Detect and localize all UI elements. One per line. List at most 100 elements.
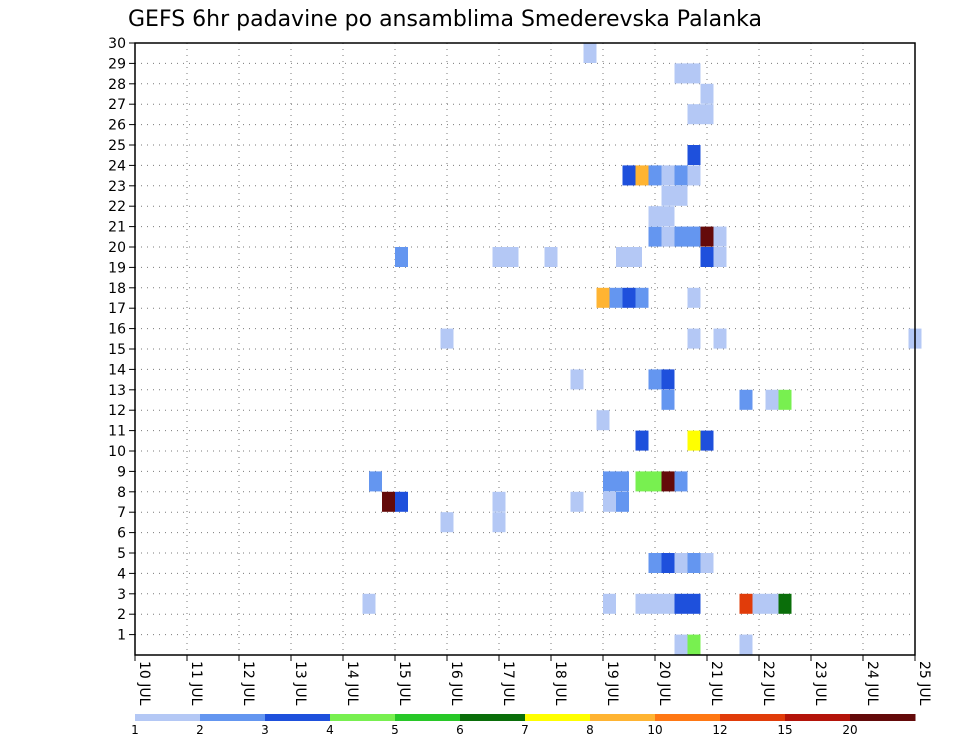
heatmap-cell <box>700 553 714 573</box>
legend-swatch <box>590 714 656 721</box>
legend-swatch <box>720 714 786 721</box>
legend-swatch <box>200 714 266 721</box>
heatmap-cell <box>395 491 408 512</box>
heatmap-cell <box>648 471 662 492</box>
heatmap-cell <box>609 287 623 308</box>
x-tick-label: 17 JUL <box>500 661 516 706</box>
x-tick-label: 10 JUL <box>136 661 152 706</box>
legend-label: 10 <box>647 723 662 737</box>
heatmap-cell <box>544 247 558 267</box>
heatmap-cell <box>492 247 519 267</box>
x-tick-label: 12 JUL <box>240 661 256 706</box>
legend-label: 15 <box>777 723 792 737</box>
heatmap-cell <box>648 226 662 247</box>
legend-label: 2 <box>196 723 204 737</box>
y-tick-label: 23 <box>108 179 126 195</box>
heatmap-cell <box>674 63 701 84</box>
heatmap-cell <box>700 226 714 247</box>
x-tick-label: 14 JUL <box>344 661 360 706</box>
heatmap-cell <box>369 471 382 492</box>
x-tick-label: 20 JUL <box>656 661 672 706</box>
y-tick-label: 5 <box>117 546 126 562</box>
heatmap-cell <box>661 471 675 492</box>
heatmap-cell <box>492 512 506 533</box>
heatmap-cell <box>765 389 779 410</box>
heatmap-cell <box>739 389 753 410</box>
y-tick-label: 27 <box>108 97 126 113</box>
legend-label: 6 <box>456 723 464 737</box>
x-tick-label: 16 JUL <box>448 661 464 706</box>
y-tick-label: 9 <box>117 464 126 480</box>
heatmap-cell <box>687 593 701 614</box>
heatmap-cells <box>362 43 922 655</box>
heatmap-cell <box>752 593 779 614</box>
heatmap-cell <box>687 104 714 125</box>
y-tick-label: 24 <box>108 158 126 174</box>
legend-swatch <box>265 714 331 721</box>
heatmap-cell <box>661 369 675 390</box>
legend-label: 20 <box>842 723 857 737</box>
heatmap-cell <box>739 634 753 655</box>
heatmap-cell <box>674 593 688 614</box>
legend-swatch <box>655 714 721 721</box>
legend-label: 8 <box>586 723 594 737</box>
y-tick-label: 1 <box>117 628 126 644</box>
y-tick-label: 15 <box>108 342 126 358</box>
heatmap-cell <box>778 389 792 410</box>
heatmap-cell <box>687 430 701 451</box>
heatmap-cell <box>395 247 408 267</box>
heatmap-cell <box>603 491 616 512</box>
legend-label: 1 <box>131 723 139 737</box>
heatmap-cell <box>661 553 675 573</box>
grid-lines <box>135 42 915 655</box>
y-tick-label: 29 <box>108 56 126 72</box>
y-tick-label: 26 <box>108 118 126 134</box>
y-tick-label: 11 <box>108 424 126 440</box>
heatmap-cell <box>648 165 662 186</box>
heatmap-cell <box>583 43 597 63</box>
y-tick-label: 6 <box>117 526 126 542</box>
heatmap-cell <box>635 287 649 308</box>
heatmap-cell <box>687 226 701 247</box>
heatmap-cell <box>570 369 584 390</box>
heatmap-cell <box>622 287 636 308</box>
y-tick-label: 22 <box>108 199 126 215</box>
heatmap-cell <box>648 553 662 573</box>
legend-label: 4 <box>326 723 334 737</box>
y-tick-label: 20 <box>108 240 126 256</box>
heatmap-cell <box>603 593 616 614</box>
heatmap-cell <box>687 145 701 165</box>
legend-swatch <box>850 714 916 721</box>
y-tick-label: 12 <box>108 403 126 419</box>
heatmap-cell <box>674 553 688 573</box>
x-tick-label: 18 JUL <box>552 661 568 706</box>
x-tick-label: 22 JUL <box>760 661 776 706</box>
y-tick-label: 30 <box>108 36 126 52</box>
x-tick-label: 19 JUL <box>604 661 620 706</box>
heatmap-cell <box>687 553 701 573</box>
legend-swatch <box>330 714 396 721</box>
heatmap-cell <box>661 226 675 247</box>
x-axis: 10 JUL 11 JUL 12 JUL 13 JUL 14 JUL 15 JUL 16 J… <box>134 655 932 706</box>
heatmap-cell <box>440 328 454 349</box>
heatmap-cell <box>440 512 454 533</box>
heatmap-cell <box>687 165 701 186</box>
x-tick-label: 24 JUL <box>864 661 880 706</box>
y-tick-label: 14 <box>108 362 126 378</box>
y-tick-label: 17 <box>108 301 126 317</box>
heatmap-cell <box>687 287 701 308</box>
heatmap-cell <box>700 430 714 451</box>
y-tick-label: 7 <box>117 505 126 521</box>
heatmap-cell <box>635 593 675 614</box>
y-tick-label: 8 <box>117 485 126 501</box>
heatmap-cell <box>661 389 675 410</box>
heatmap-cell <box>661 165 675 186</box>
heatmap-cell <box>382 491 395 512</box>
heatmap-cell <box>674 471 688 492</box>
legend-label: 7 <box>521 723 529 737</box>
x-tick-label: 23 JUL <box>812 661 828 706</box>
heatmap-cell <box>603 471 629 492</box>
x-tick-label: 11 JUL <box>188 661 204 706</box>
